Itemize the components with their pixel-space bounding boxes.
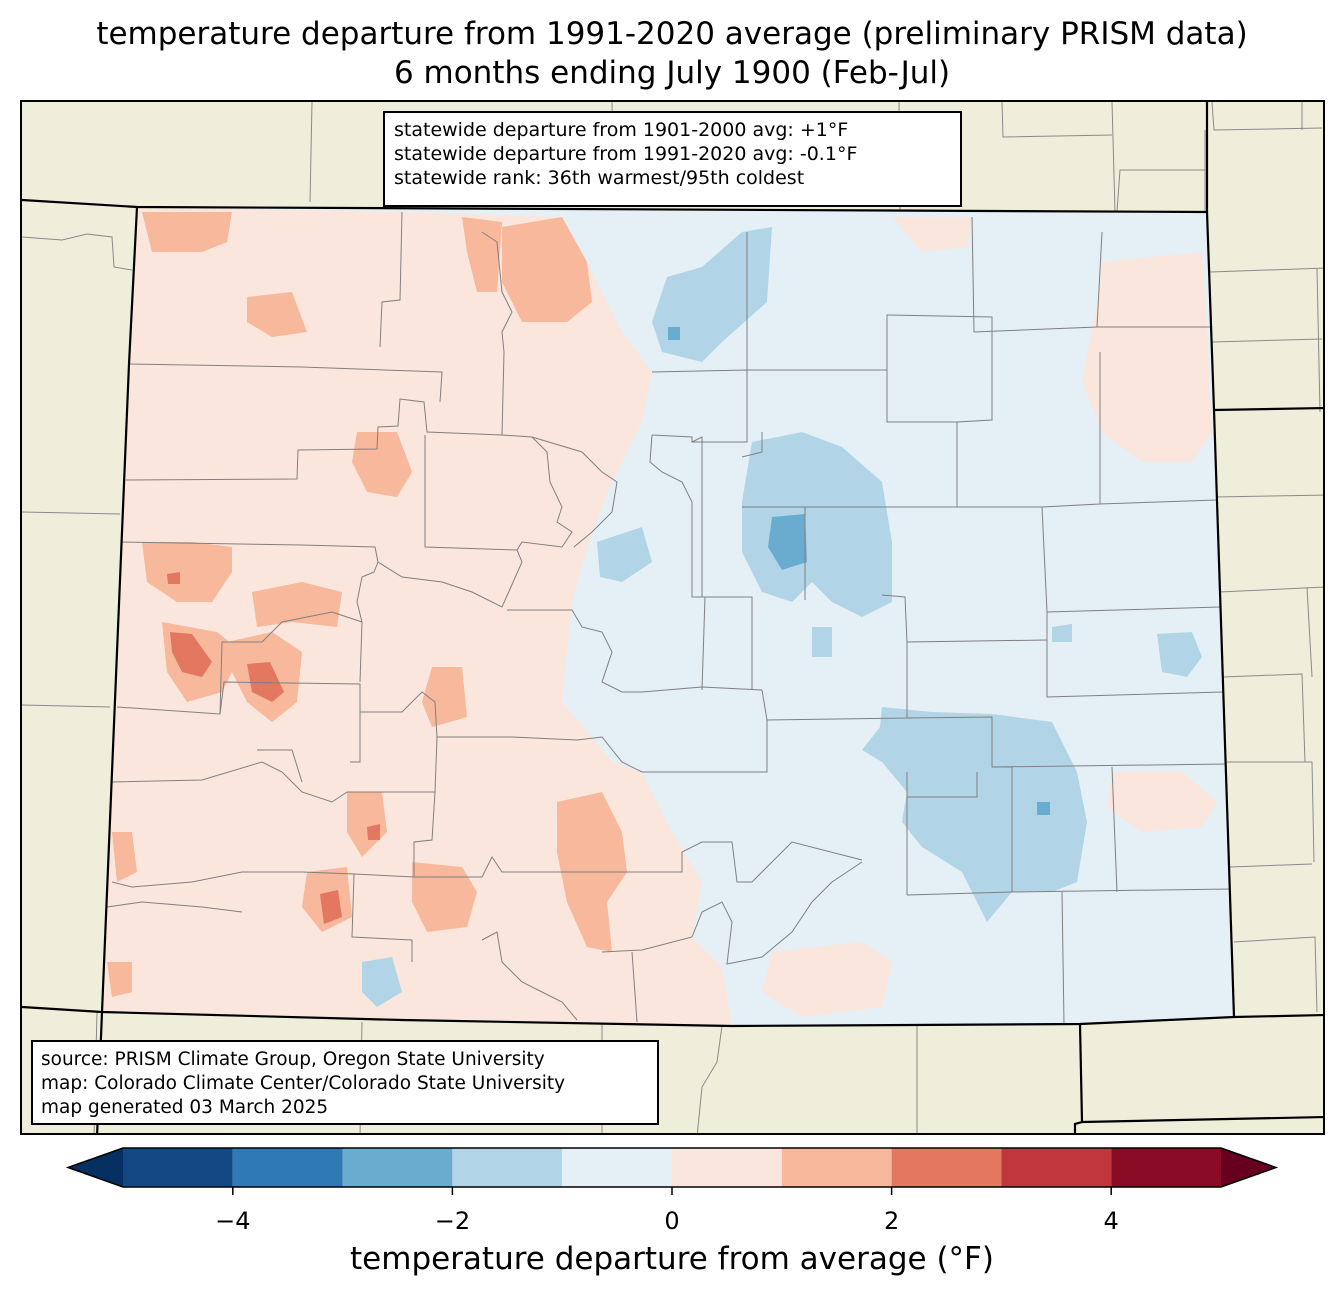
colorbar-tick-label: −2 <box>435 1207 470 1235</box>
colorbar-tick-label: 0 <box>664 1207 679 1235</box>
colorbar-segment <box>781 1148 892 1187</box>
county-boundaries <box>106 211 1231 1025</box>
stats-line-rank: statewide rank: 36th warmest/95th coldes… <box>394 167 805 189</box>
colorbar-segment <box>891 1148 1002 1187</box>
map-title-line-1: temperature departure from 1991-2020 ave… <box>96 16 1248 52</box>
stats-line-departure-1901-2000: statewide departure from 1901-2000 avg: … <box>394 119 849 141</box>
colorbar-segment <box>1001 1148 1112 1187</box>
colorado-map <box>22 102 1323 1133</box>
stats-line-departure-1991-2020: statewide departure from 1991-2020 avg: … <box>394 143 858 165</box>
generated-date-line: map generated 03 March 2025 <box>41 1097 329 1118</box>
colorbar: −4 −2 0 2 4 <box>65 1147 1279 1235</box>
cool-anomaly-strong <box>668 327 1050 815</box>
colorbar-segment <box>1111 1148 1221 1187</box>
warm-anomaly-strong <box>167 572 380 924</box>
map-panel <box>20 100 1325 1135</box>
colorbar-tick-label: 4 <box>1104 1207 1119 1235</box>
map-credit-line: map: Colorado Climate Center/Colorado St… <box>41 1073 566 1094</box>
warm-anomaly-moderate <box>107 212 627 997</box>
colorbar-over-arrow <box>1221 1148 1276 1187</box>
colorbar-tick-label: −4 <box>215 1207 250 1235</box>
colorbar-tick-label: 2 <box>884 1207 899 1235</box>
colorbar-outline <box>65 1147 1279 1188</box>
map-title-line-2: 6 months ending July 1900 (Feb-Jul) <box>393 55 951 91</box>
source-credits-box: source: PRISM Climate Group, Oregon Stat… <box>31 1040 659 1125</box>
statewide-stats-box: statewide departure from 1901-2000 avg: … <box>383 111 962 207</box>
colorbar-segment <box>342 1148 453 1187</box>
source-line: source: PRISM Climate Group, Oregon Stat… <box>41 1049 545 1070</box>
colorbar-segment <box>562 1148 672 1187</box>
colorbar-label: temperature departure from average (°F) <box>350 1241 994 1277</box>
colorbar-segment <box>452 1148 563 1187</box>
colorbar-segment <box>232 1148 343 1187</box>
colorbar-under-arrow <box>68 1148 123 1187</box>
colorbar-segments <box>65 1147 1279 1188</box>
colorbar-segment <box>672 1148 782 1187</box>
cool-anomaly-moderate <box>362 227 1202 1007</box>
colorbar-segment <box>123 1148 233 1187</box>
colorbar-ticks: −4 −2 0 2 4 <box>215 1187 1119 1235</box>
